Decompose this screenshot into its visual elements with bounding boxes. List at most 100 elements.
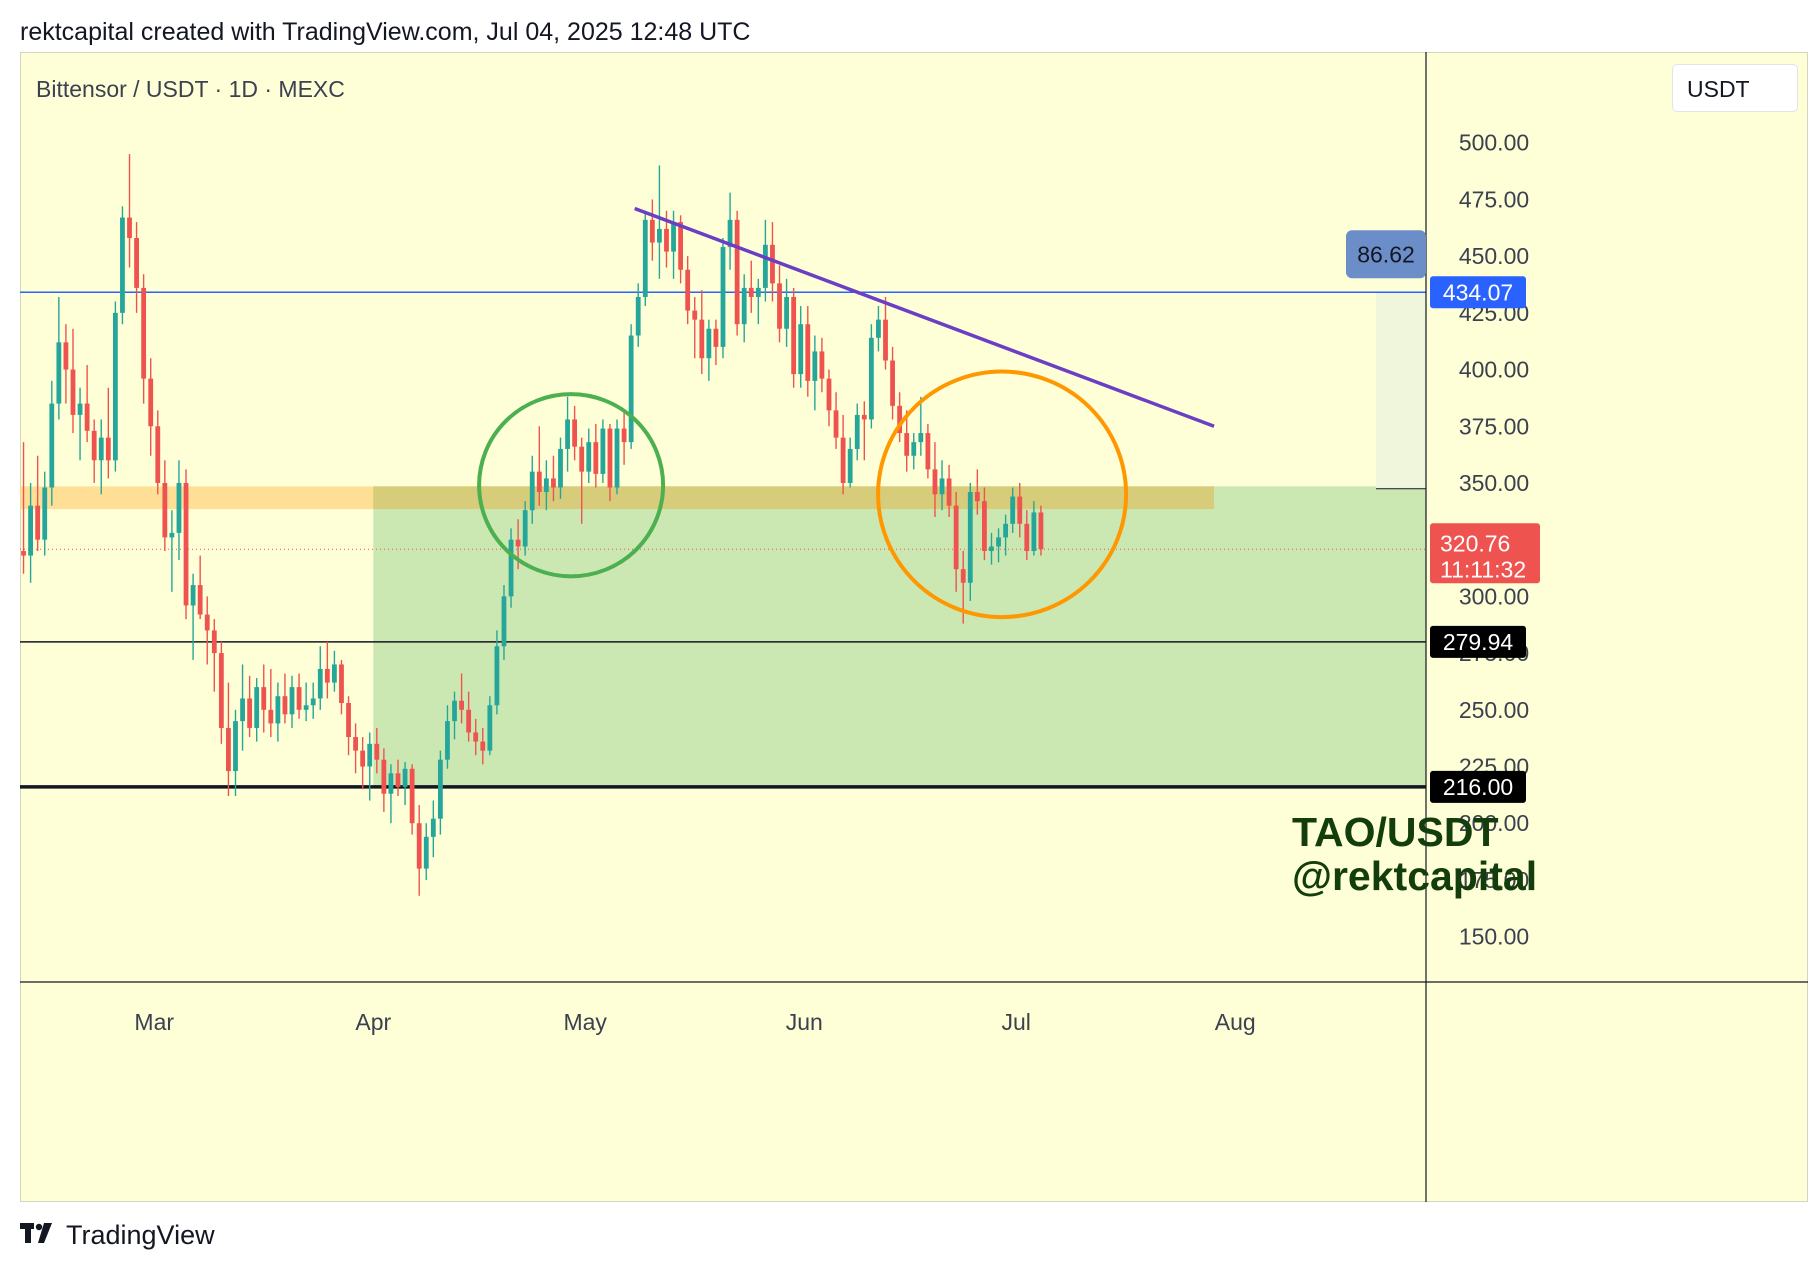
candle bbox=[367, 732, 373, 801]
candle bbox=[127, 154, 132, 268]
candle-body bbox=[1024, 523, 1030, 552]
candle bbox=[459, 673, 464, 724]
candle-body bbox=[169, 532, 175, 538]
candle bbox=[989, 532, 994, 565]
price-chart[interactable]: 500.00475.00450.00425.00400.00375.00350.… bbox=[20, 52, 1808, 1202]
candle bbox=[416, 805, 422, 896]
candle bbox=[1031, 501, 1037, 556]
candle-body bbox=[847, 448, 853, 483]
candle-body bbox=[247, 698, 253, 728]
candle bbox=[572, 405, 578, 461]
candle-body bbox=[416, 823, 422, 869]
candle bbox=[713, 319, 719, 366]
green-circle bbox=[477, 392, 666, 579]
zones-layer bbox=[20, 291, 1426, 787]
candle bbox=[317, 646, 323, 710]
candle bbox=[777, 265, 782, 343]
candle-body bbox=[974, 492, 980, 502]
candle bbox=[953, 492, 959, 592]
candle bbox=[169, 510, 175, 592]
candle-body bbox=[748, 287, 754, 297]
candle-body bbox=[508, 539, 514, 597]
candle bbox=[543, 460, 549, 511]
currency-selector[interactable]: USDT bbox=[1672, 64, 1798, 112]
candle bbox=[607, 424, 613, 502]
candle bbox=[112, 301, 118, 472]
candle-body bbox=[1031, 512, 1037, 552]
candle-body bbox=[310, 698, 316, 706]
candle-body bbox=[275, 696, 281, 724]
candle bbox=[600, 419, 606, 483]
candle-body bbox=[63, 342, 69, 370]
candle-body bbox=[332, 664, 337, 683]
candle-body bbox=[982, 501, 987, 552]
descending-trendline bbox=[634, 206, 1215, 428]
candle-body bbox=[614, 428, 620, 488]
candle-body bbox=[854, 414, 860, 449]
y-tick-label: 150.00 bbox=[1459, 924, 1529, 950]
candle-body bbox=[459, 700, 464, 710]
y-tick-label: 475.00 bbox=[1459, 186, 1529, 212]
candle bbox=[565, 396, 570, 472]
candle-body bbox=[437, 759, 443, 819]
candle bbox=[635, 283, 641, 347]
candle-body bbox=[621, 428, 627, 443]
tradingview-footer[interactable]: TradingView bbox=[20, 1220, 215, 1251]
candle-body bbox=[268, 709, 274, 724]
candle bbox=[508, 528, 514, 608]
candle bbox=[861, 401, 867, 461]
candle bbox=[536, 426, 542, 506]
candle-body bbox=[226, 727, 231, 772]
candle bbox=[734, 210, 740, 336]
bar-countdown-text: 11:11:32 bbox=[1440, 556, 1526, 582]
candle-body bbox=[558, 448, 563, 488]
candle bbox=[282, 673, 288, 724]
candle-body bbox=[515, 539, 521, 547]
candle-body bbox=[183, 482, 189, 606]
candle bbox=[91, 419, 97, 483]
price-tag-279-94: 279.94 bbox=[1430, 625, 1526, 658]
candle bbox=[918, 396, 924, 456]
candle-body bbox=[155, 426, 161, 483]
candle-body bbox=[685, 269, 691, 311]
candle bbox=[692, 296, 698, 359]
candle-body bbox=[254, 687, 260, 728]
candle bbox=[741, 274, 747, 343]
candle-body bbox=[904, 433, 910, 456]
candle-body bbox=[430, 818, 436, 837]
candle bbox=[289, 675, 295, 728]
candle bbox=[120, 206, 125, 325]
y-tick-label: 300.00 bbox=[1459, 583, 1529, 609]
candle-body bbox=[56, 342, 62, 404]
candle bbox=[324, 641, 330, 699]
candle-body bbox=[586, 442, 592, 472]
candle-body bbox=[699, 319, 705, 359]
candle-body bbox=[49, 403, 55, 488]
candle-body bbox=[28, 505, 34, 556]
candle-body bbox=[572, 419, 578, 447]
candle-body bbox=[713, 328, 719, 347]
candle bbox=[868, 324, 874, 429]
candle-body bbox=[812, 351, 818, 381]
candle bbox=[685, 256, 691, 325]
tradingview-logo-icon bbox=[20, 1220, 58, 1251]
candle bbox=[805, 306, 811, 397]
candle bbox=[466, 691, 472, 742]
symbol-title[interactable]: Bittensor / USDT · 1D · MEXC bbox=[36, 76, 345, 102]
candle bbox=[409, 764, 415, 835]
candle-body bbox=[861, 414, 867, 420]
candle-body bbox=[296, 687, 302, 710]
candle bbox=[480, 727, 486, 765]
candle bbox=[996, 528, 1001, 563]
candle-body bbox=[339, 664, 344, 703]
candle bbox=[911, 433, 917, 470]
candle-body bbox=[939, 478, 945, 495]
candle-body bbox=[536, 471, 542, 493]
candle-body bbox=[642, 219, 648, 297]
candle bbox=[303, 682, 309, 722]
candle-body bbox=[1010, 496, 1016, 524]
candle-body bbox=[791, 296, 797, 375]
candle-body bbox=[204, 614, 210, 631]
candle-body bbox=[989, 546, 994, 552]
candle-body bbox=[918, 433, 924, 443]
